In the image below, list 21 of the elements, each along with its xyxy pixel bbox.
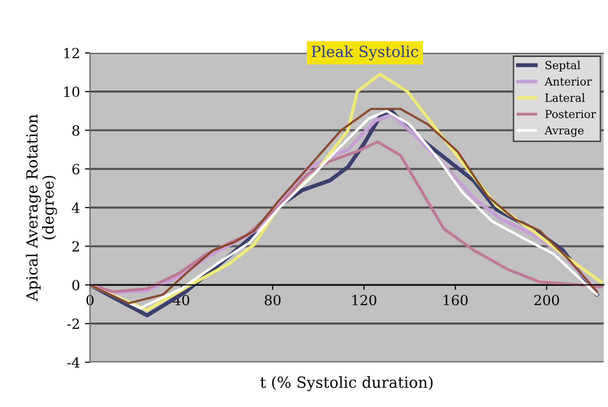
x-axis-title: t (% Systolic duration) — [260, 376, 433, 392]
y-tick-label: 4 — [72, 202, 80, 213]
legend-label: Posterior — [545, 110, 596, 118]
legend-label: Lateral — [545, 93, 585, 102]
x-tick-label: 120 — [352, 294, 376, 306]
y-tick-label: 10 — [64, 86, 80, 98]
y-axis-title: Apical Average Rotation (degree) — [26, 114, 58, 302]
x-tick-label: 80 — [264, 294, 281, 306]
x-tick-label: 160 — [444, 294, 468, 306]
legend-label: Anterior — [544, 77, 592, 86]
legend-label: Avrage — [544, 126, 584, 137]
y-tick-label: 2 — [72, 241, 79, 252]
y-tick-label: 6 — [72, 164, 80, 174]
y-tick-label: 8 — [72, 125, 80, 136]
legend-label: Septal — [546, 60, 580, 72]
y-tick-label: 0 — [72, 280, 80, 290]
x-tick-label: 200 — [534, 294, 559, 306]
y-tick-label: -4 — [67, 357, 80, 368]
annotation: Pleak Systolic — [312, 45, 418, 60]
y-tick-label: 12 — [64, 48, 79, 58]
y-tick-label: -2 — [67, 318, 79, 329]
